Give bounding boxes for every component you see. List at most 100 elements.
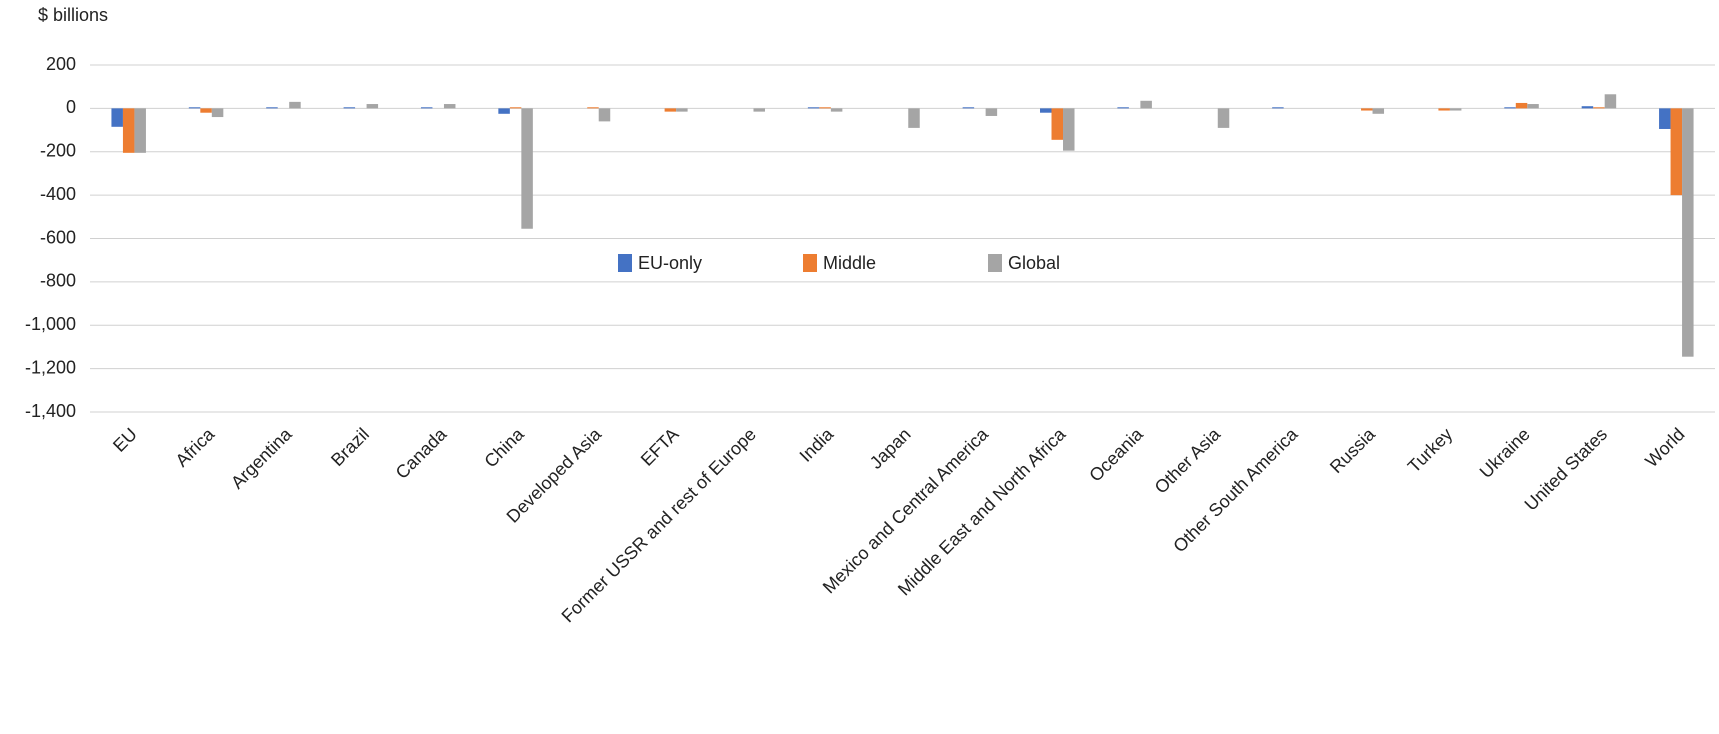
bar xyxy=(366,104,379,109)
bar xyxy=(443,104,456,109)
x-tick-group: Middle East and North Africa xyxy=(894,423,1070,599)
bar xyxy=(134,108,146,153)
x-tick-label: Russia xyxy=(1326,423,1380,477)
x-tick-label: Middle East and North Africa xyxy=(894,423,1070,599)
y-tick-label: -1,400 xyxy=(25,401,76,421)
bar xyxy=(830,108,843,112)
x-tick-group: Other Asia xyxy=(1151,423,1225,497)
bar xyxy=(1581,106,1594,109)
x-tick-group: Canada xyxy=(392,423,451,482)
y-tick-label: -200 xyxy=(40,141,76,161)
y-axis-label: $ billions xyxy=(38,5,108,25)
x-tick-group: Japan xyxy=(866,424,915,473)
bar xyxy=(1659,108,1671,129)
x-tick-group: World xyxy=(1641,424,1688,471)
bar xyxy=(498,108,510,114)
x-tick-label: United States xyxy=(1521,424,1612,515)
bar xyxy=(1217,108,1230,128)
bar xyxy=(1063,108,1075,151)
legend-label: Global xyxy=(1008,253,1060,273)
x-tick-label: Africa xyxy=(172,423,219,470)
x-tick-label: EFTA xyxy=(637,424,683,470)
x-tick-label: Turkey xyxy=(1404,424,1457,477)
x-tick-label: Oceania xyxy=(1085,423,1147,485)
legend-swatch xyxy=(803,254,817,272)
bar xyxy=(188,107,201,109)
bar xyxy=(676,108,688,112)
legend-label: Middle xyxy=(823,253,876,273)
x-tick-group: Africa xyxy=(172,423,219,470)
x-tick-label: Argentina xyxy=(227,423,296,492)
x-tick-label: World xyxy=(1641,424,1688,471)
bar xyxy=(211,108,224,118)
bar xyxy=(122,108,135,153)
x-tick-group: Argentina xyxy=(227,423,296,492)
x-tick-label: Japan xyxy=(866,424,915,473)
y-tick-label: -600 xyxy=(40,227,76,247)
x-tick-label: Other South America xyxy=(1169,423,1302,556)
bar xyxy=(343,107,356,109)
y-tick-label: -1,000 xyxy=(25,314,76,334)
bar xyxy=(1515,102,1528,109)
bar xyxy=(1527,104,1539,109)
x-tick-label: Brazil xyxy=(327,424,373,470)
y-tick-label: 200 xyxy=(46,54,76,74)
x-tick-group: Brazil xyxy=(327,424,373,470)
bar xyxy=(1504,107,1516,109)
bar xyxy=(1361,108,1373,111)
x-tick-group: United States xyxy=(1521,424,1612,515)
x-tick-label: China xyxy=(480,423,528,471)
x-tick-group: Oceania xyxy=(1085,423,1147,485)
bar xyxy=(509,107,522,109)
bar xyxy=(985,108,998,116)
bar xyxy=(266,107,278,109)
bar xyxy=(1604,94,1617,109)
x-tick-label: Ukraine xyxy=(1476,424,1534,482)
legend-label: EU-only xyxy=(638,253,702,273)
bar xyxy=(1372,108,1385,114)
bar xyxy=(664,108,677,112)
bar xyxy=(200,108,212,113)
y-tick-label: -1,200 xyxy=(25,357,76,377)
legend-swatch xyxy=(988,254,1002,272)
bar xyxy=(908,108,920,128)
y-tick-label: -800 xyxy=(40,271,76,291)
x-tick-label: Canada xyxy=(392,423,451,482)
x-tick-group: Russia xyxy=(1326,423,1380,477)
bar xyxy=(420,107,433,109)
bar xyxy=(1670,108,1683,196)
bar xyxy=(1117,107,1129,109)
x-tick-group: Mexico and Central America xyxy=(819,423,993,597)
y-tick-label: 0 xyxy=(66,97,76,117)
x-tick-group: Turkey xyxy=(1404,424,1457,477)
bar xyxy=(819,107,831,109)
x-tick-label: Other Asia xyxy=(1151,423,1225,497)
bar xyxy=(111,108,123,127)
bar xyxy=(1140,100,1152,109)
bar xyxy=(807,107,820,109)
bar xyxy=(1449,108,1462,111)
bar xyxy=(1682,108,1694,357)
x-tick-group: EFTA xyxy=(637,424,683,470)
bar xyxy=(1438,108,1450,111)
x-tick-label: India xyxy=(796,423,838,465)
bar xyxy=(1272,107,1284,109)
legend-swatch xyxy=(618,254,632,272)
bar xyxy=(598,108,611,122)
x-tick-label: Mexico and Central America xyxy=(819,423,993,597)
bar xyxy=(1051,108,1064,140)
x-tick-group: India xyxy=(796,423,838,465)
bar xyxy=(962,107,975,109)
x-tick-group: Other South America xyxy=(1169,423,1302,556)
x-tick-group: China xyxy=(480,423,528,471)
bar xyxy=(753,108,765,112)
y-tick-label: -400 xyxy=(40,184,76,204)
bar xyxy=(1593,107,1605,109)
bar xyxy=(521,108,533,229)
x-tick-label: EU xyxy=(109,424,141,456)
bar xyxy=(587,107,599,109)
x-tick-group: Ukraine xyxy=(1476,424,1534,482)
x-tick-group: EU xyxy=(109,424,141,456)
